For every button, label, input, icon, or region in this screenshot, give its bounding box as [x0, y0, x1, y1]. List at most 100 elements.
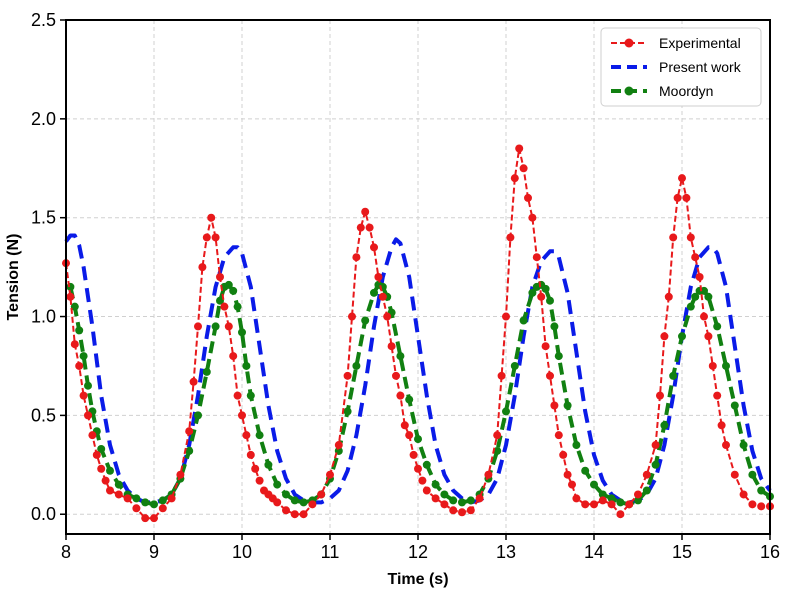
data-point-moordyn: [748, 470, 757, 479]
data-point-experimental: [528, 213, 537, 222]
data-point-experimental: [365, 223, 374, 232]
data-point-experimental: [532, 253, 541, 262]
data-point-experimental: [414, 464, 422, 473]
data-point-experimental: [695, 273, 704, 281]
data-point-moordyn: [634, 496, 642, 505]
data-point-moordyn: [660, 421, 669, 430]
data-point-experimental: [546, 371, 554, 380]
data-point-experimental: [106, 486, 114, 495]
data-point-experimental: [383, 312, 392, 321]
data-point-experimental: [502, 312, 510, 321]
data-point-experimental: [361, 207, 370, 216]
data-point-moordyn: [361, 316, 370, 325]
data-point-experimental: [559, 450, 568, 459]
data-point-experimental: [405, 431, 414, 440]
data-point-moordyn: [343, 407, 352, 416]
data-point-moordyn: [238, 328, 246, 337]
data-point-moordyn: [84, 381, 92, 390]
data-point-moordyn: [150, 500, 158, 509]
data-point-experimental: [255, 476, 264, 485]
series-line-present-work: [64, 233, 772, 505]
y-tick-label: 0.5: [31, 405, 56, 425]
data-point-moordyn: [211, 322, 220, 331]
data-point-moordyn: [440, 490, 449, 499]
data-point-moordyn: [352, 361, 361, 370]
data-point-experimental: [431, 494, 440, 503]
data-point-experimental: [216, 273, 224, 281]
data-point-experimental: [224, 322, 233, 331]
data-point-experimental: [440, 500, 449, 509]
data-point-moordyn: [449, 496, 458, 505]
data-point-moordyn: [678, 332, 686, 341]
data-point-experimental: [708, 361, 717, 370]
legend-box: [600, 27, 762, 107]
data-point-moordyn: [502, 407, 510, 416]
data-point-moordyn: [370, 288, 378, 297]
x-tick-label: 11: [321, 542, 340, 562]
data-point-moordyn: [686, 302, 695, 311]
data-point-experimental: [669, 233, 678, 242]
data-point-moordyn: [590, 480, 598, 489]
ticks: 8 9 10 11 12 13 14 15 16 0.0 0.5 1.0 1.5 2.0 2.5: [31, 10, 780, 562]
data-point-experimental: [497, 371, 506, 380]
data-point-moordyn: [713, 322, 722, 331]
data-point-experimental: [625, 500, 634, 509]
data-point-moordyn: [66, 282, 75, 291]
data-point-moordyn: [704, 292, 713, 301]
data-point-experimental: [194, 322, 202, 331]
data-point-moordyn: [458, 498, 466, 507]
data-point-moordyn: [216, 296, 224, 305]
data-point-experimental: [572, 494, 581, 503]
data-point-moordyn: [158, 496, 167, 505]
data-point-experimental: [88, 431, 97, 440]
data-point-moordyn: [669, 371, 678, 380]
data-point-moordyn: [194, 411, 202, 420]
data-point-moordyn: [700, 286, 708, 295]
data-point-experimental: [484, 470, 493, 479]
data-point-experimental: [757, 502, 766, 511]
data-point-experimental: [717, 421, 726, 430]
x-tick-label: 9: [149, 542, 159, 562]
data-point-moordyn: [691, 292, 700, 301]
data-point-moordyn: [554, 352, 563, 361]
data-point-moordyn: [431, 480, 440, 489]
data-point-experimental: [150, 514, 158, 523]
data-point-experimental: [686, 233, 695, 242]
x-tick-label: 8: [61, 542, 71, 562]
data-point-moordyn: [75, 326, 84, 335]
data-point-experimental: [84, 411, 92, 420]
x-tick-label: 15: [672, 542, 692, 562]
data-point-experimental: [524, 193, 532, 202]
series-layer: [62, 144, 774, 523]
data-point-experimental: [352, 253, 361, 262]
data-point-experimental: [374, 273, 383, 281]
data-point-experimental: [238, 411, 246, 420]
data-point-experimental: [598, 496, 607, 505]
legend: Experimental Present work Moordyn: [600, 27, 762, 107]
data-point-moordyn: [572, 441, 581, 450]
data-point-experimental: [515, 144, 524, 153]
data-point-experimental: [664, 292, 673, 301]
data-point-moordyn: [546, 296, 554, 305]
data-point-experimental: [651, 441, 660, 450]
data-point-experimental: [568, 480, 576, 489]
y-tick-label: 0.0: [31, 504, 56, 524]
data-point-experimental: [92, 450, 101, 459]
data-point-experimental: [242, 431, 251, 440]
data-point-experimental: [185, 427, 194, 436]
data-point-experimental: [207, 213, 216, 222]
data-point-moordyn: [581, 466, 590, 475]
data-point-experimental: [66, 292, 75, 301]
data-point-moordyn: [722, 361, 730, 370]
data-point-experimental: [422, 486, 431, 495]
series-present-work: [64, 233, 772, 505]
data-point-experimental: [660, 332, 669, 341]
data-point-experimental: [343, 371, 352, 380]
data-point-experimental: [475, 494, 484, 503]
legend-label-moordyn: Moordyn: [659, 83, 713, 99]
data-point-experimental: [290, 510, 299, 519]
legend-marker-experimental: [624, 38, 634, 48]
data-point-moordyn: [106, 466, 114, 475]
data-point-moordyn: [651, 460, 660, 469]
data-point-moordyn: [598, 490, 607, 499]
